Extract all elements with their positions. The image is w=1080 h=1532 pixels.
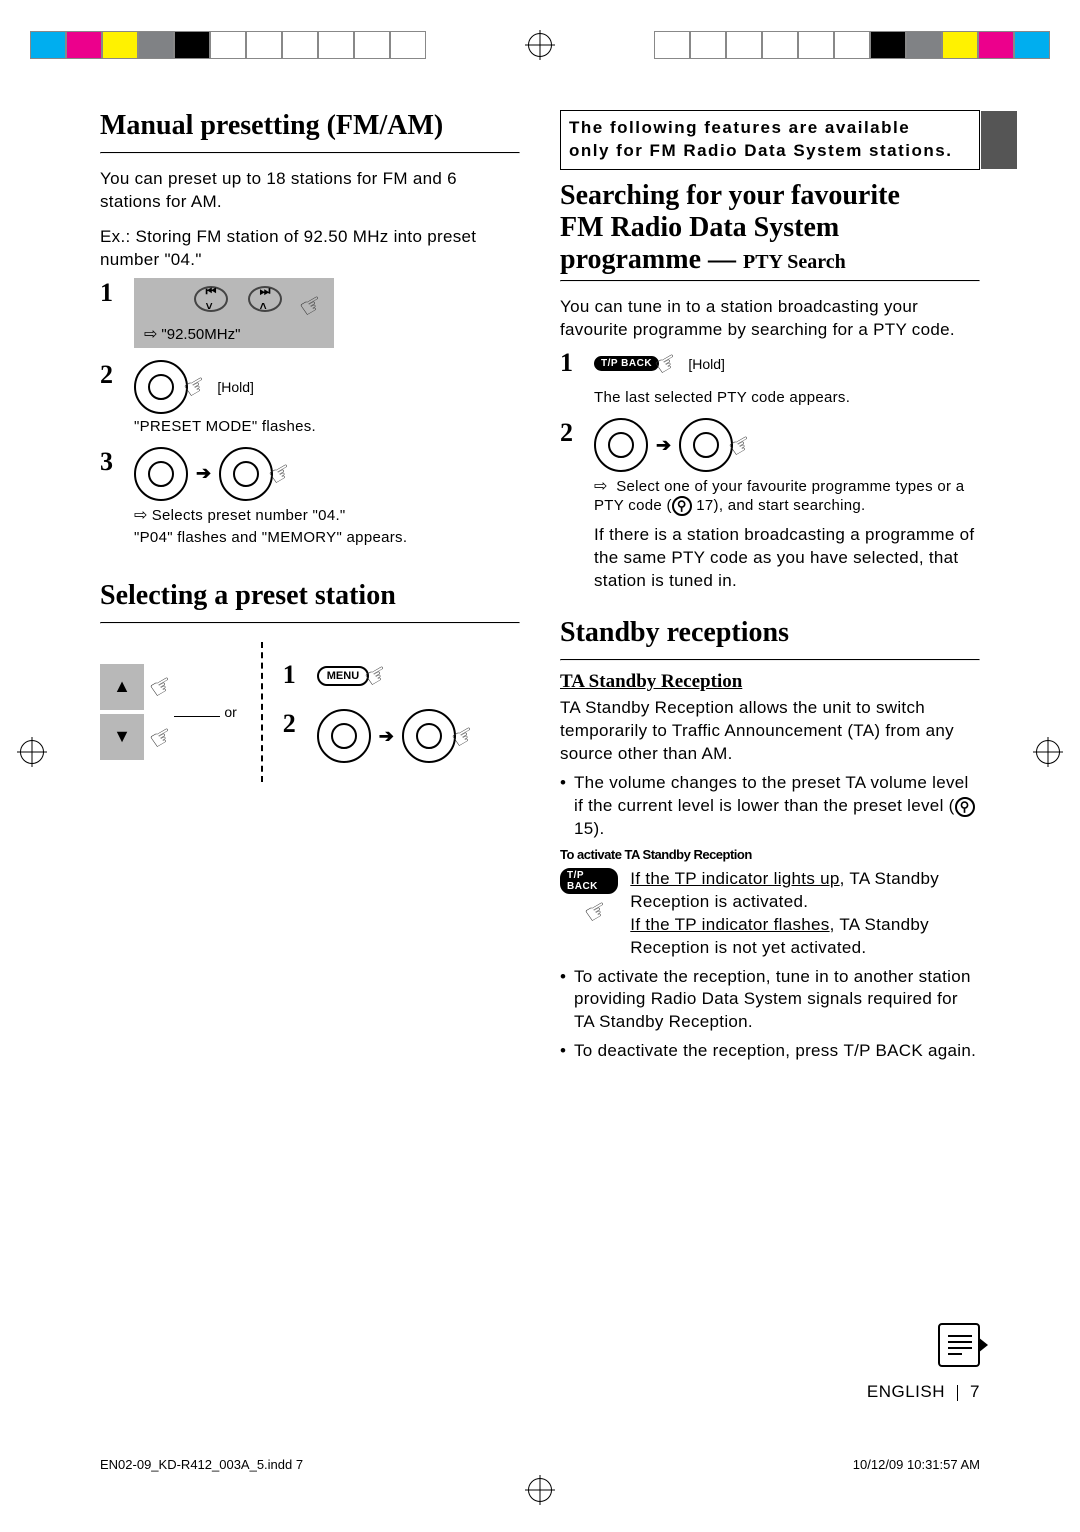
colorbar-left (30, 31, 426, 59)
down-button-icon: ▼ (100, 714, 144, 760)
step-3: 3 ➔ Selects preset number "04." "P04" fl… (100, 447, 520, 546)
knob-turn-push-illustration: ➔ (134, 447, 520, 501)
registration-mark-bottom (528, 1478, 552, 1502)
hand-icon (359, 656, 395, 695)
heading-standby: Standby receptions (560, 617, 980, 649)
arrow-icon: ➔ (379, 726, 394, 747)
hand-icon (294, 286, 330, 325)
knob-icon (134, 447, 188, 501)
dashed-divider (261, 642, 263, 782)
pty-last-caption: The last selected PTY code appears. (594, 389, 980, 406)
ta-bullet-2: To activate the reception, tune in to an… (560, 966, 980, 1035)
tp-back-button: T/P BACK (594, 356, 659, 371)
ta-bullet-list-2: To activate the reception, tune in to an… (560, 966, 980, 1070)
step-number: 2 (283, 709, 305, 739)
intro-text: You can preset up to 18 stations for FM … (100, 168, 520, 214)
arrow-icon: ➔ (196, 463, 211, 484)
page-content: Manual presetting (FM/AM) You can preset… (100, 110, 980, 1412)
step-number: 2 (100, 360, 122, 390)
pty-step2-caption: Select one of your favourite programme t… (594, 476, 980, 516)
rule (560, 280, 980, 282)
registration-mark-right (1036, 740, 1060, 764)
activate-label: To activate TA Standby Reception (560, 847, 980, 862)
knob-icon (134, 360, 188, 414)
knob-icon (679, 418, 733, 472)
step-number: 1 (560, 348, 582, 378)
knob-icon (594, 418, 648, 472)
right-column: The following features are available onl… (560, 110, 980, 1412)
pty-step-2: 2 ➔ Select one of your favourite program… (560, 418, 980, 593)
left-column: Manual presetting (FM/AM) You can preset… (100, 110, 520, 1412)
pty-search-body: You can tune in to a station broadcastin… (560, 296, 980, 342)
ta-subheading: TA Standby Reception (560, 671, 980, 693)
heading-pty-search-l1: Searching for your favourite (560, 180, 980, 212)
heading-selecting-preset: Selecting a preset station (100, 580, 520, 612)
rule (100, 622, 520, 624)
knob-icon (317, 709, 371, 763)
up-down-buttons: ▲ ▼ (100, 664, 144, 760)
pty-step-1: 1 T/P BACK [Hold] The last selected PTY … (560, 348, 980, 406)
heading-pty-search-l3: programme — PTY Search (560, 244, 980, 276)
knob-hold-illustration: [Hold] (134, 360, 520, 414)
ta-bullet-list: The volume changes to the preset TA volu… (560, 772, 980, 847)
up-button-icon: ▲ (100, 664, 144, 710)
footer-date: 10/12/09 10:31:57 AM (853, 1457, 980, 1472)
hand-pair (150, 671, 173, 753)
footer-file: EN02-09_KD-R412_003A_5.indd 7 (100, 1457, 303, 1472)
registration-bar (30, 30, 1050, 60)
banner-line-1: The following features are available (569, 117, 971, 140)
registration-mark-left (20, 740, 44, 764)
step-2: 2 [Hold] "PRESET MODE" flashes. (100, 360, 520, 435)
prev-track-icon: ⏮︎˅ (194, 286, 228, 312)
colorbar-right (654, 31, 1050, 59)
ta-bullet-3: To deactivate the reception, press T/P B… (560, 1040, 980, 1063)
ta-body: TA Standby Reception allows the unit to … (560, 697, 980, 766)
activate-row: T/P BACK If the TP indicator lights up, … (560, 868, 980, 960)
hand-icon (579, 892, 615, 931)
magnifier-icon: ⚲ (955, 797, 975, 817)
step-number: 3 (100, 447, 122, 477)
step-number: 1 (100, 278, 122, 308)
arrow-icon: ➔ (656, 435, 671, 456)
step3-caption-b: "P04" flashes and "MEMORY" appears. (134, 529, 520, 546)
hand-icon (144, 718, 180, 757)
continued-icon (938, 1323, 980, 1367)
ta-bullet-1: The volume changes to the preset TA volu… (560, 772, 980, 841)
step-1: 1 ⏮︎˅ ⏭︎˄ "92.50MHz" (100, 278, 520, 348)
rule (560, 659, 980, 661)
or-label: or (224, 704, 236, 720)
hand-icon (649, 345, 685, 384)
hold-label: [Hold] (688, 356, 725, 372)
banner-line-2: only for FM Radio Data System stations. (569, 140, 971, 163)
pty-step2-note: If there is a station broadcasting a pro… (594, 524, 980, 593)
next-track-icon: ⏭︎˄ (248, 286, 282, 312)
step-number: 2 (560, 418, 582, 448)
knob-icon (219, 447, 273, 501)
example-text: Ex.: Storing FM station of 92.50 MHz int… (100, 226, 520, 272)
tp-back-button: T/P BACK (560, 868, 618, 894)
banner-tab (981, 111, 1017, 169)
hand-icon (144, 667, 180, 706)
step3-caption-a: Selects preset number "04." (134, 505, 520, 525)
feature-banner: The following features are available onl… (560, 110, 980, 170)
step-number: 1 (283, 660, 305, 690)
hold-label: [Hold] (217, 379, 254, 395)
magnifier-icon: ⚲ (672, 496, 692, 516)
knob-icon (402, 709, 456, 763)
frequency-readout: "92.50MHz" (144, 324, 240, 344)
heading-manual-presetting: Manual presetting (FM/AM) (100, 110, 520, 142)
activate-text: If the TP indicator lights up, TA Standb… (630, 868, 980, 960)
page-language: ENGLISH7 (867, 1382, 980, 1402)
rule (100, 152, 520, 154)
select-preset-illustration: ▲ ▼ or 1 MENU (100, 642, 520, 782)
footer: EN02-09_KD-R412_003A_5.indd 7 10/12/09 1… (100, 1457, 980, 1472)
heading-pty-search-l2: FM Radio Data System (560, 212, 980, 244)
registration-mark (528, 33, 552, 57)
preset-mode-caption: "PRESET MODE" flashes. (134, 418, 520, 435)
radio-display-illustration: ⏮︎˅ ⏭︎˄ "92.50MHz" (134, 278, 334, 348)
